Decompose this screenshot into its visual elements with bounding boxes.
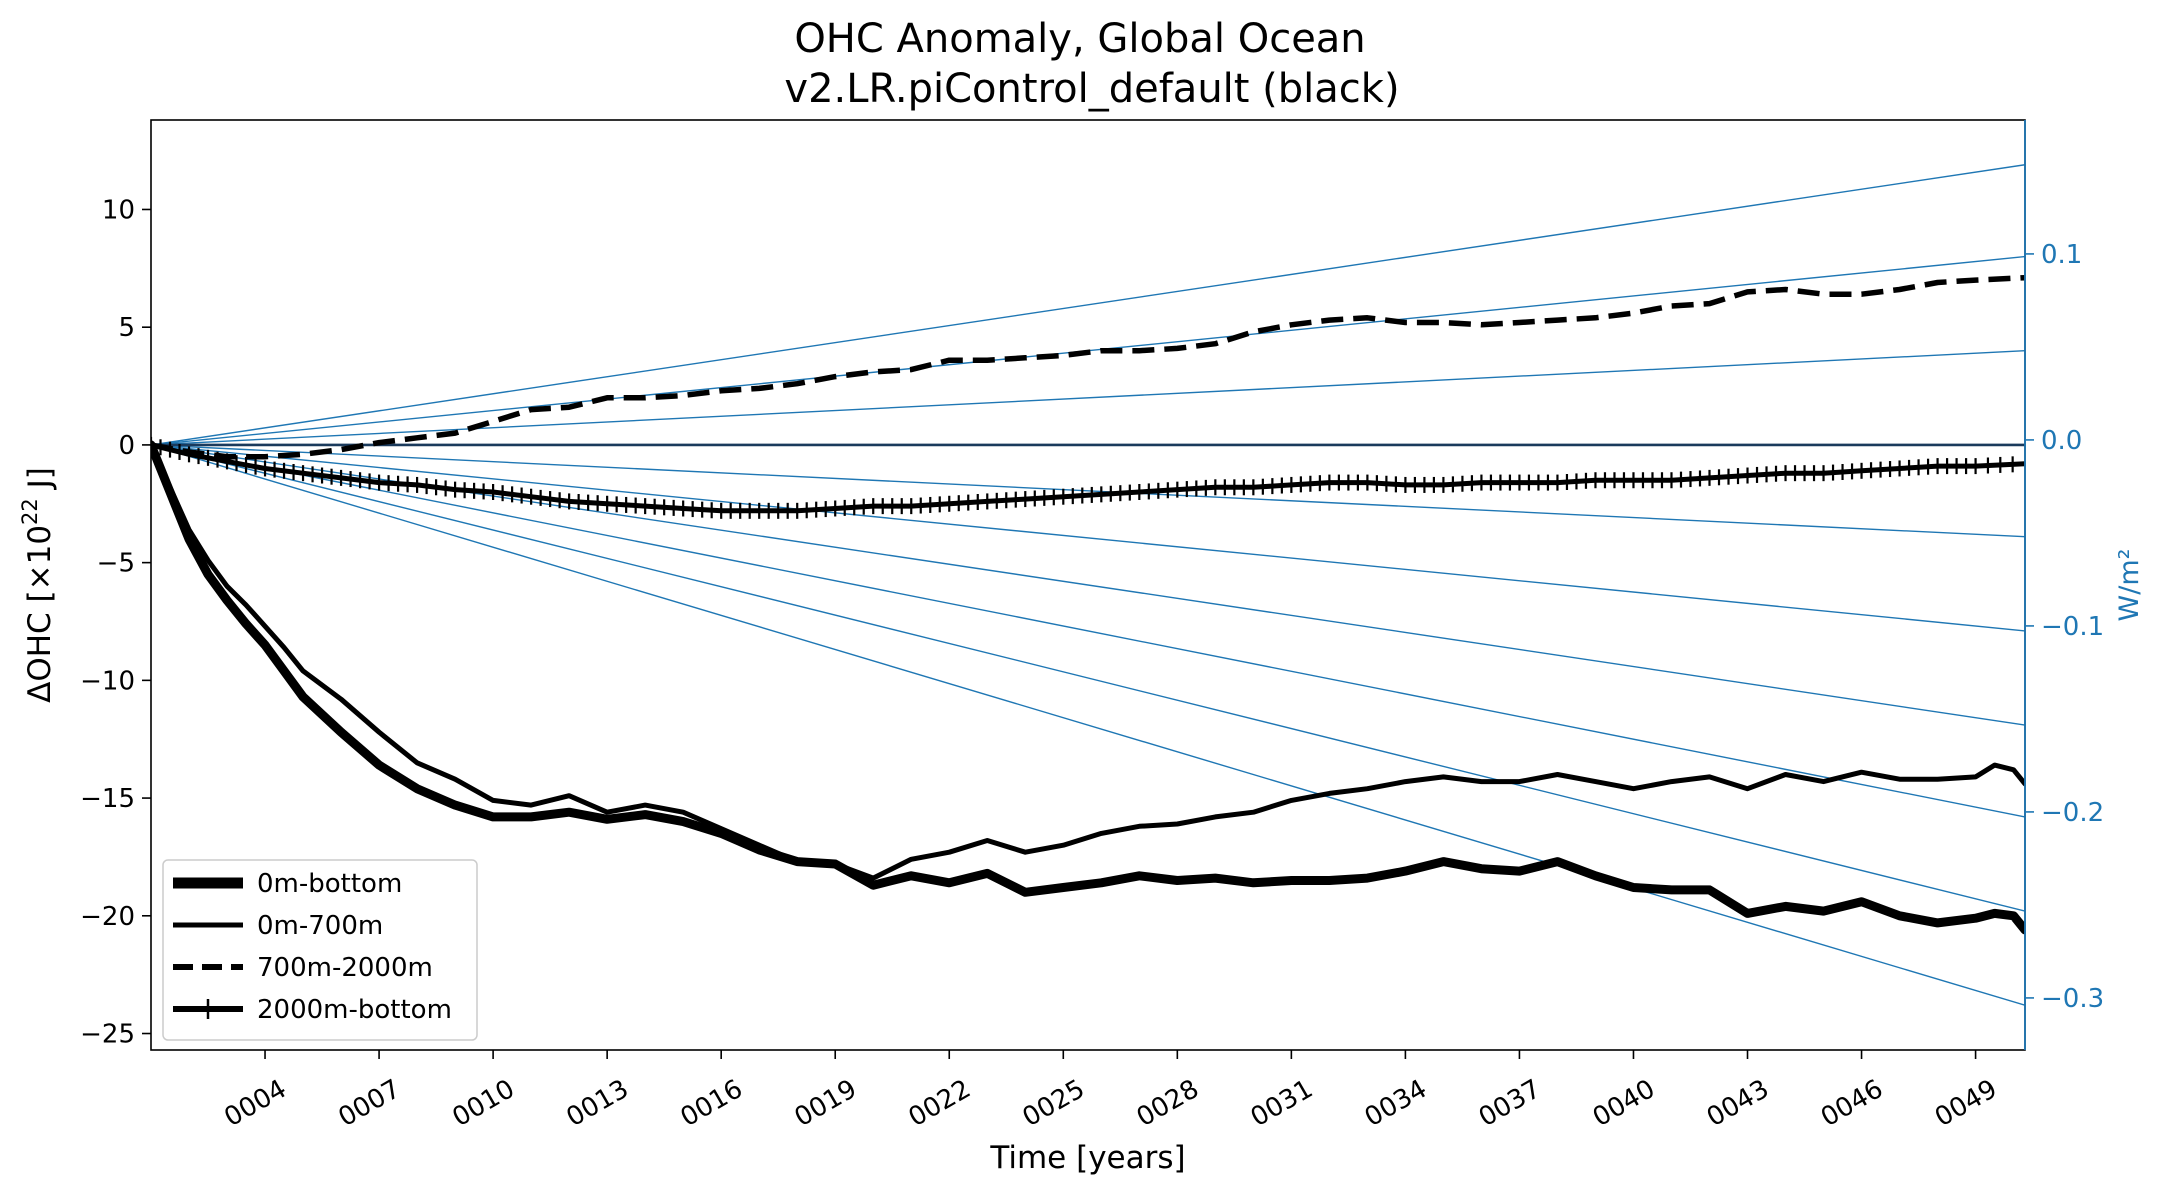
x-tick-label: 0016	[676, 1074, 748, 1133]
reference-line-0	[151, 164, 2025, 446]
x-axis-label: Time [years]	[989, 1140, 1185, 1176]
left-y-tick-label: −5	[97, 549, 135, 579]
x-tick-label: 0049	[1930, 1074, 2002, 1133]
reference-line-9	[151, 444, 2025, 1006]
x-tick-label: 0019	[790, 1074, 862, 1133]
left-y-tick-label: 5	[118, 313, 135, 343]
x-tick-label: 0028	[1132, 1074, 1204, 1133]
x-axis-ticks: 0004 0007 0010 0013 0016 0019 0022 0025 0028 0031…	[219, 1050, 2002, 1133]
x-tick-label: 0022	[904, 1074, 976, 1133]
chart-title-line2: v2.LR.piControl_default (black)	[784, 66, 1399, 112]
x-tick-label: 0043	[1702, 1074, 1774, 1133]
series-line-700m-2000m	[151, 274, 2025, 460]
right-y-axis-label: W/m²	[2114, 549, 2145, 622]
x-tick-label: 0034	[1360, 1074, 1432, 1133]
right-y-tick-label: −0.3	[2041, 984, 2104, 1014]
left-y-axis-label-exponent: 22	[18, 498, 42, 525]
right-y-tick-label: −0.1	[2041, 612, 2104, 642]
x-tick-label: 0007	[333, 1074, 405, 1133]
series-group	[151, 274, 2025, 935]
x-tick-label: 0031	[1246, 1074, 1318, 1133]
series-markers-2000m-bottom	[151, 436, 2014, 519]
right-y-tick-label: −0.2	[2041, 798, 2104, 828]
left-y-axis-label: ΔOHC [×1022 J]	[18, 467, 58, 703]
left-y-axis-label-unit: J]	[22, 467, 58, 498]
reference-line-2	[151, 350, 2025, 446]
x-tick-label: 0040	[1588, 1074, 1660, 1133]
x-tick-label: 0025	[1018, 1074, 1090, 1133]
reference-line-8	[151, 444, 2025, 912]
legend-label: 700m-2000m	[257, 953, 433, 983]
x-tick-label: 0004	[219, 1074, 291, 1133]
x-tick-label: 0010	[448, 1074, 520, 1133]
legend-box	[162, 859, 478, 1041]
left-y-tick-label: −25	[80, 1020, 135, 1050]
legend-label: 2000m-bottom	[257, 995, 452, 1025]
left-y-tick-label: 0	[118, 431, 135, 461]
x-tick-label: 0037	[1474, 1074, 1546, 1133]
legend: 0m-bottom 0m-700m 700m-2000m 2000m-bottom	[162, 859, 478, 1041]
chart-title-line1: OHC Anomaly, Global Ocean	[794, 16, 1365, 62]
x-tick-label: 0046	[1816, 1074, 1888, 1133]
left-y-tick-label: −20	[80, 902, 135, 932]
series-line-0m-bottom	[151, 440, 2025, 935]
x-tick-label: 0013	[562, 1074, 634, 1133]
series-line-0m-700m	[151, 442, 2025, 881]
right-y-tick-label: 0.0	[2041, 426, 2082, 456]
right-y-tick-label: 0.1	[2041, 240, 2082, 270]
reference-line-4	[151, 444, 2025, 538]
right-y-axis-ticks: 0.1 0.0 −0.1 −0.2 −0.3	[2025, 240, 2104, 1014]
legend-label: 0m-700m	[257, 911, 383, 941]
left-y-tick-label: 10	[102, 195, 135, 225]
left-y-tick-label: −15	[80, 784, 135, 814]
reference-line-7	[151, 444, 2025, 818]
left-y-tick-label: −10	[80, 666, 135, 696]
left-y-axis-ticks: 10 5 0 −5 −10 −15 −20 −25	[80, 195, 151, 1050]
left-y-axis-label-main: ΔOHC [×10	[22, 525, 58, 703]
legend-label: 0m-bottom	[257, 869, 402, 899]
reference-line-5	[151, 444, 2025, 632]
